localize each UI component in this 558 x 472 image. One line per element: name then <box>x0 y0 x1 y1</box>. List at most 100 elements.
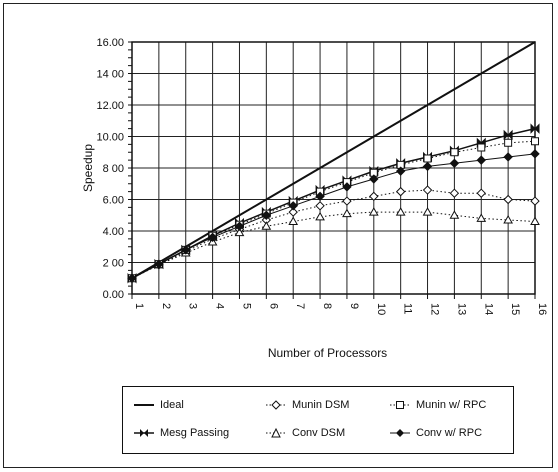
x-tick-label: 12 <box>429 303 441 315</box>
series-munin-dsm-point <box>530 196 540 206</box>
legend-label-conv-rpc: Conv w/ RPC <box>416 427 483 439</box>
x-tick-label: 1 <box>133 303 145 309</box>
y-tick-label: 12.00 <box>96 100 124 112</box>
legend-label-munin-dsm: Munin DSM <box>292 399 350 411</box>
series-conv-w-rpc-point <box>234 221 245 231</box>
series-munin-dsm-point <box>315 201 325 211</box>
series-munin-w-rpc-point <box>504 138 513 147</box>
y-tick-label: 0.00 <box>103 289 124 301</box>
figure-frame: 0.00 2 00 4.00 6.00 8 00 10.00 12.00 14 00 16.00… <box>3 3 553 468</box>
series-conv-dsm-point <box>261 221 272 230</box>
series-conv-dsm-point <box>288 216 299 226</box>
series-munin-dsm-point <box>288 207 298 217</box>
series-munin-dsm-point <box>449 188 460 198</box>
open-diamond-marker-icon <box>266 400 286 410</box>
series-conv-w-rpc-point <box>261 210 272 220</box>
legend-item-ideal: Ideal <box>133 399 184 411</box>
legend-item-munin-dsm: Munin DSM <box>265 399 349 411</box>
series-munin-w-rpc-point <box>369 168 378 177</box>
series-conv-dsm-point <box>234 227 245 237</box>
x-tick-label: 14 <box>482 303 494 315</box>
x-tick-label: 5 <box>240 303 252 309</box>
series-conv-w-rpc-point <box>207 232 218 243</box>
x-tick-label: 9 <box>348 303 360 309</box>
series-munin-w-rpc-point <box>396 160 405 169</box>
series-conv-dsm-point <box>422 207 433 216</box>
x-tick-label: 4 <box>214 303 226 309</box>
series-conv-w-rpc-point <box>315 191 325 202</box>
x-tick-label: 6 <box>267 303 279 309</box>
speedup-chart: 0.00 2 00 4.00 6.00 8 00 10.00 12.00 14 00 16.00… <box>81 37 548 360</box>
series-munin-dsm-point <box>422 185 433 195</box>
series-conv-w-rpc-point <box>369 174 379 184</box>
open-square-marker-icon <box>390 401 410 409</box>
series-conv-dsm-point <box>503 214 513 224</box>
series-conv-w-rpc-point <box>288 201 298 211</box>
y-tick-label: 2 00 <box>103 258 124 270</box>
x-tick-label: 11 <box>402 303 414 314</box>
series-munin-w-rpc-point <box>450 148 459 157</box>
legend-item-conv-dsm: Conv DSM <box>265 427 345 439</box>
legend: Ideal Mesg Passing Munin DSM Conv DSM Mu… <box>122 386 514 454</box>
triangle-marker-icon <box>266 427 286 438</box>
x-tick-label: 10 <box>375 303 387 315</box>
series-munin-w-rpc-point <box>477 143 486 152</box>
series-conv-w-rpc-point <box>476 155 486 165</box>
series-munin-w-rpc-point <box>423 154 432 163</box>
series-conv-dsm-point <box>476 213 487 222</box>
y-tick-label: 10.00 <box>96 132 124 144</box>
series-munin-dsm-point <box>395 186 406 197</box>
series-conv-w-rpc-point <box>342 182 352 192</box>
series-munin-dsm-point <box>369 191 379 202</box>
series-ideal-line <box>131 41 536 280</box>
series-mesg-passing-point <box>503 129 513 141</box>
x-axis-title: Number of Processors <box>268 346 387 360</box>
series-conv-w-rpc-line <box>131 153 536 279</box>
ideal-line-icon <box>134 404 154 406</box>
y-axis-title: Speedup <box>81 144 95 192</box>
x-tick-label: 13 <box>455 303 467 315</box>
series-mesg-passing-line <box>131 127 536 279</box>
series-conv-w-rpc-point <box>154 259 164 269</box>
series-conv-dsm-point <box>368 207 379 216</box>
legend-item-munin-rpc: Munin w/ RPC <box>389 399 486 411</box>
series-conv-dsm-point <box>395 207 406 216</box>
x-tick-label: 7 <box>294 303 306 309</box>
series-conv-w-rpc-point <box>530 149 540 159</box>
legend-item-conv-rpc: Conv w/ RPC <box>389 427 482 439</box>
x-tick-label: 2 <box>160 303 172 309</box>
series-conv-w-rpc-point <box>449 158 460 168</box>
series-conv-dsm-line <box>131 211 536 279</box>
legend-label-munin-rpc: Munin w/ RPC <box>416 399 487 411</box>
x-tick-label: 3 <box>187 303 199 309</box>
series-conv-w-rpc-point <box>422 161 433 172</box>
series-conv-w-rpc-point <box>503 152 513 162</box>
series-munin-dsm-point <box>342 196 352 206</box>
series-munin-dsm-line <box>131 189 536 279</box>
series-conv-w-rpc-point <box>181 245 191 255</box>
legend-label-mesg-passing: Mesg Passing <box>160 427 230 439</box>
y-tick-label: 8 00 <box>103 163 124 175</box>
bowtie-marker-icon <box>134 429 154 437</box>
y-tick-label: 16.00 <box>96 37 124 49</box>
legend-label-conv-dsm: Conv DSM <box>292 427 346 439</box>
x-tick-label: 8 <box>321 303 333 309</box>
y-tick-label: 4.00 <box>103 226 124 238</box>
y-tick-label: 6.00 <box>103 195 124 207</box>
legend-item-mesg-passing: Mesg Passing <box>133 427 229 439</box>
series-conv-dsm-point <box>342 208 352 218</box>
x-tick-label: 15 <box>509 303 521 315</box>
y-tick-label: 14 00 <box>96 69 124 81</box>
series-conv-w-rpc-point <box>395 166 406 176</box>
series-munin-w-rpc-line <box>131 140 536 279</box>
series-munin-dsm-point <box>503 194 513 205</box>
legend-label-ideal: Ideal <box>160 399 184 411</box>
series-munin-dsm-point <box>476 188 486 198</box>
series-conv-dsm-point <box>315 211 325 221</box>
series-conv-dsm-point <box>530 216 540 226</box>
series-mesg-passing-point <box>530 123 540 134</box>
filled-diamond-marker-icon <box>390 429 410 437</box>
x-tick-label: 16 <box>536 303 548 315</box>
series-conv-dsm-point <box>449 210 460 219</box>
series-conv-w-rpc-point <box>127 273 137 283</box>
